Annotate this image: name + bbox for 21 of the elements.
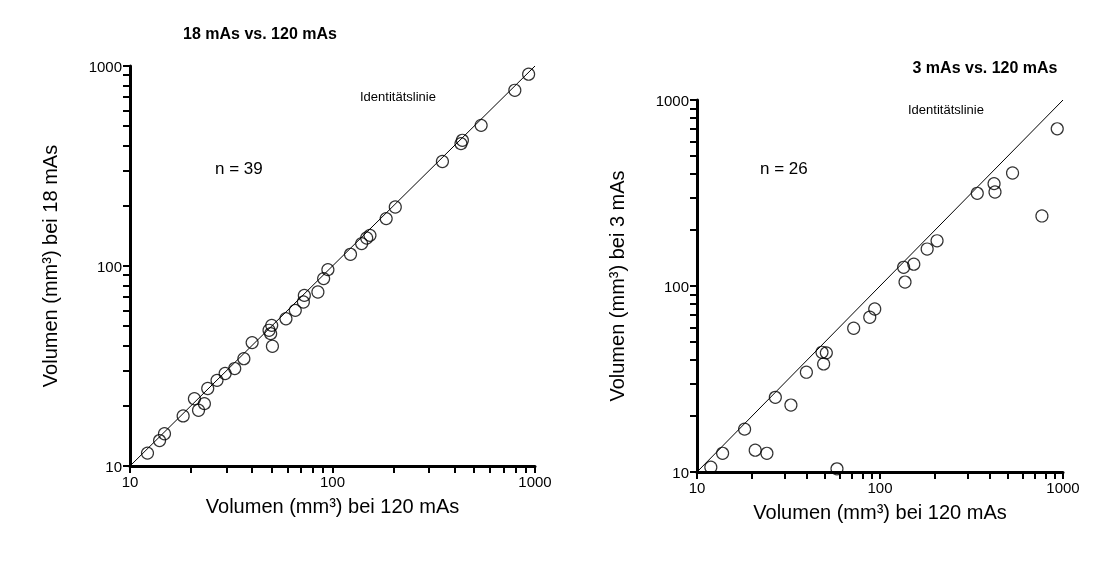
y-tick-label: 1000	[655, 91, 689, 109]
x-axis-title: Volumen (mm³) bei 120 mAs	[205, 495, 460, 517]
x-tick-label: 100	[319, 473, 346, 490]
annotation: Identitätslinie	[908, 102, 984, 117]
chart-title: 3 mAs vs. 120 mAs	[912, 58, 1058, 76]
annotation: n = 39	[215, 159, 263, 178]
annotation: Identitätslinie	[360, 89, 436, 104]
x-tick-label: 10	[121, 473, 139, 490]
annotation: n = 26	[760, 159, 808, 178]
y-axis-title: Volumen (mm³) bei 18 mAs	[39, 144, 61, 388]
x-tick-label: 100	[867, 479, 893, 496]
y-tick-label: 1000	[88, 57, 122, 75]
x-tick-label: 10	[688, 479, 706, 496]
y-tick-label: 10	[105, 457, 122, 475]
chart-title: 18 mAs vs. 120 mAs	[183, 24, 338, 42]
y-tick-label: 100	[96, 257, 122, 275]
y-tick-label: 100	[663, 277, 689, 295]
x-tick-label: 1000	[1046, 479, 1080, 496]
x-tick-label: 1000	[518, 473, 552, 490]
y-axis-title: Volumen (mm³) bei 3 mAs	[606, 170, 628, 402]
x-axis-title: Volumen (mm³) bei 120 mAs	[753, 501, 1007, 523]
